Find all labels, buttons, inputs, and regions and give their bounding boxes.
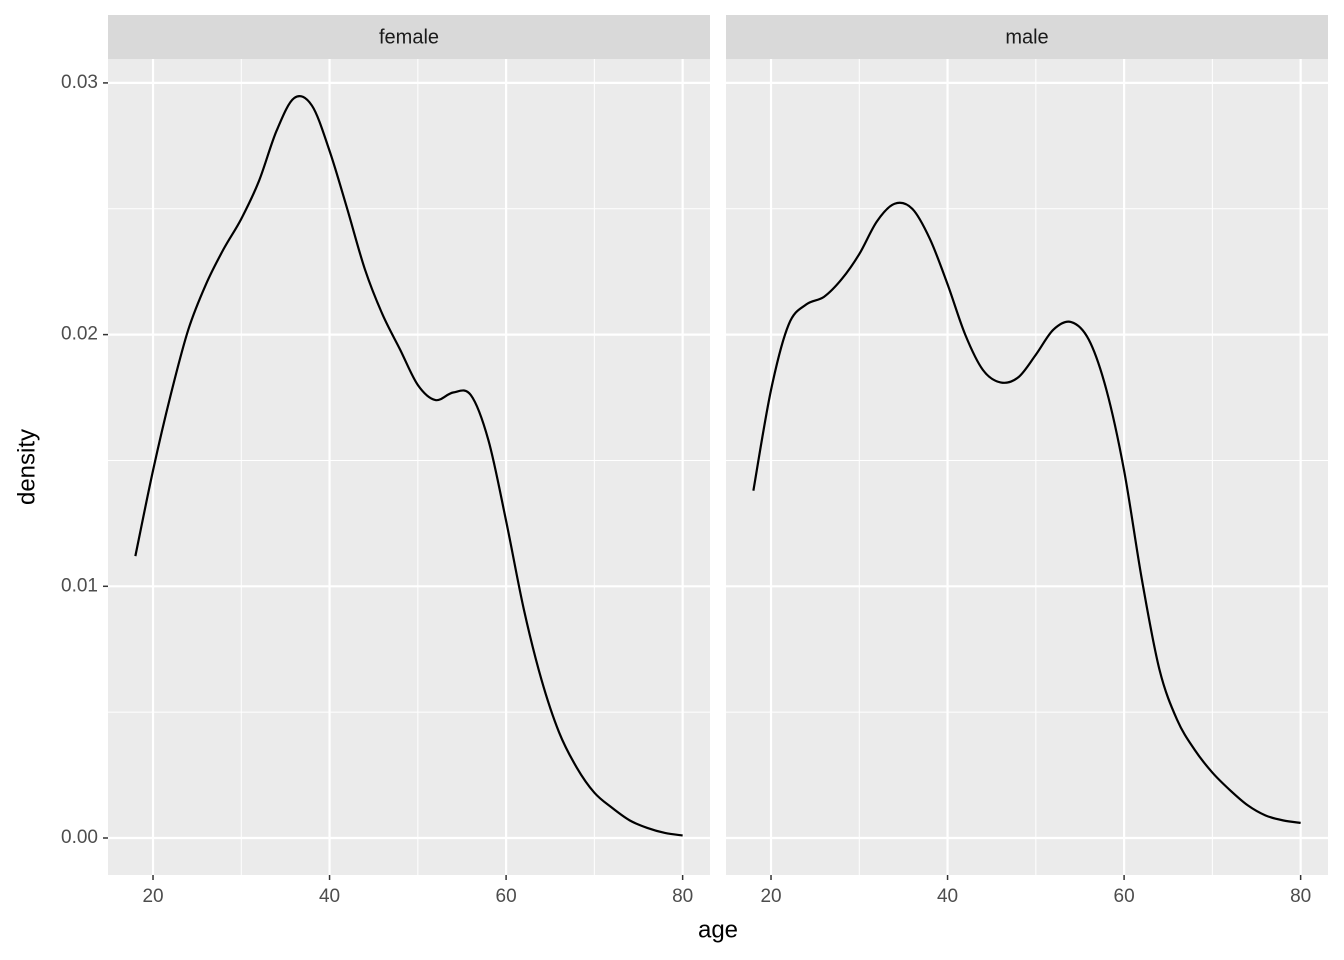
x-tick-label: 80	[672, 886, 693, 907]
x-tick-label: 20	[760, 886, 781, 907]
y-tick-label: 0.03	[61, 72, 98, 93]
x-tick-label: 20	[142, 886, 163, 907]
strip	[726, 15, 1328, 59]
density-line	[134, 95, 683, 837]
y-tick-label: 0.01	[61, 575, 98, 596]
x-tick-label: 80	[1290, 886, 1311, 907]
x-tick-label: 60	[496, 886, 517, 907]
density-line	[752, 201, 1301, 824]
y-axis-title: density	[13, 429, 40, 505]
x-tick-label: 40	[319, 886, 340, 907]
panel-background	[108, 59, 710, 875]
x-tick-label: 60	[1114, 886, 1135, 907]
y-tick-label: 0.00	[61, 827, 98, 848]
x-axis-title: age	[698, 916, 738, 943]
strip	[108, 15, 710, 59]
panel-background	[726, 59, 1328, 875]
strip-label: male	[1005, 26, 1048, 48]
y-tick-label: 0.02	[61, 324, 98, 345]
strip-label: female	[379, 26, 439, 48]
x-tick-label: 40	[937, 886, 958, 907]
